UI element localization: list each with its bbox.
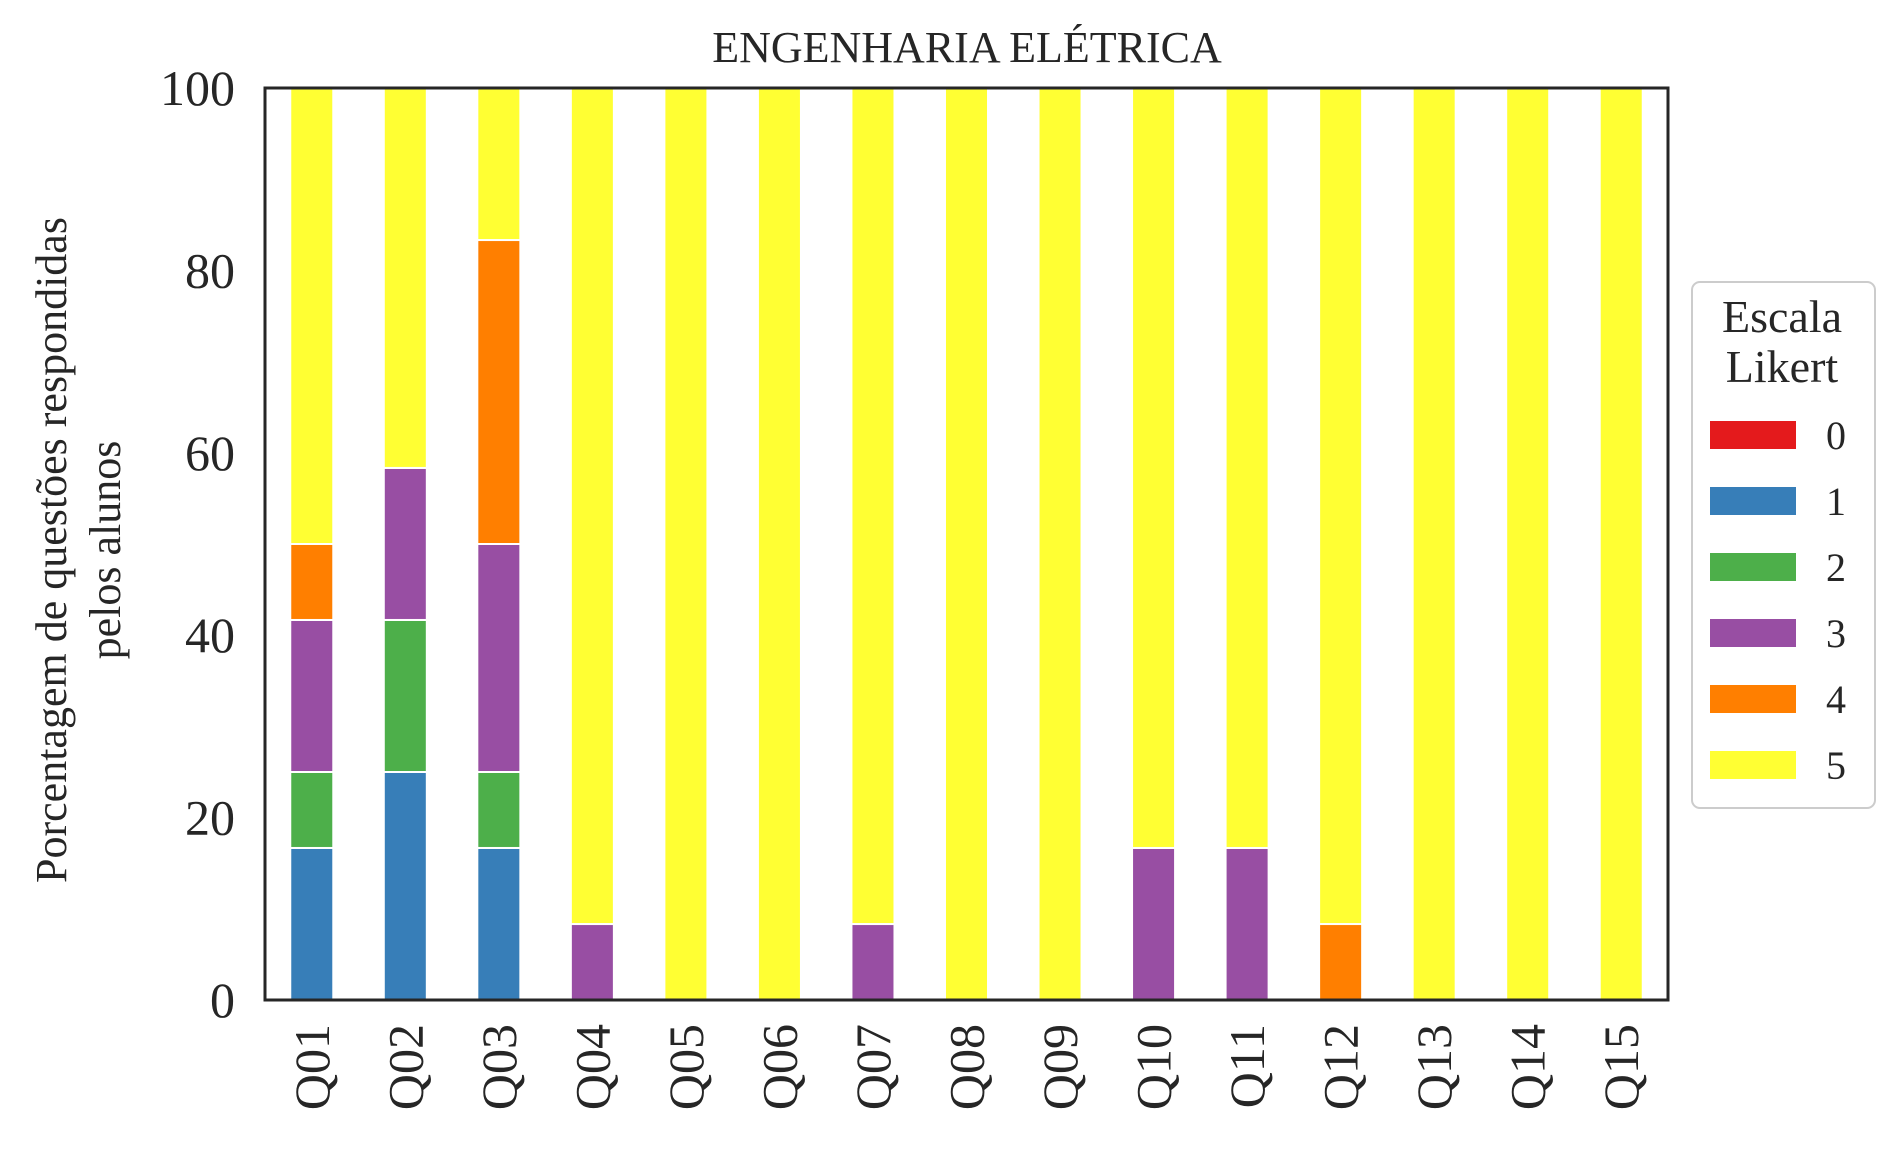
legend-swatch-5 — [1710, 751, 1796, 779]
bar-segment-q02-scale-1 — [382, 771, 428, 1001]
y-tick-label-20: 20 — [185, 790, 235, 846]
bar-segment-q12-scale-4 — [1318, 923, 1364, 1001]
legend-label-1: 1 — [1826, 479, 1846, 524]
bar-segment-q10-scale-3 — [1131, 846, 1177, 1001]
bar-segment-q01-scale-3 — [289, 618, 335, 773]
bar-segment-q01-scale-4 — [289, 543, 335, 621]
legend-label-3: 3 — [1826, 611, 1846, 656]
bar-segment-q03-scale-1 — [476, 846, 522, 1001]
legend-label-2: 2 — [1826, 545, 1846, 590]
y-tick-label-80: 80 — [185, 242, 235, 298]
bar-segment-q06-scale-5 — [756, 87, 802, 1001]
plot-frame — [263, 86, 1670, 1002]
legend-title-line-1: Escala — [1722, 291, 1842, 342]
bar-segment-q02-scale-2 — [382, 618, 428, 773]
bar-segment-q08-scale-5 — [943, 87, 990, 1001]
y-ticks: 0 20 40 60 80 100 — [160, 60, 235, 1028]
x-tick-label-q02: Q02 — [377, 1024, 433, 1110]
bar-segment-q02-scale-5 — [382, 86, 428, 469]
y-axis-label-line-1: Porcentagem de questões respondidas — [27, 217, 76, 883]
legend-swatch-2 — [1710, 553, 1796, 581]
legend-items: 0 1 2 3 4 5 — [1710, 413, 1846, 788]
y-tick-label-60: 60 — [185, 425, 235, 481]
x-tick-label-q14: Q14 — [1500, 1024, 1556, 1110]
bar-segment-q13-scale-5 — [1411, 87, 1457, 1001]
bar-segment-q03-scale-5 — [476, 87, 522, 242]
x-tick-label-q07: Q07 — [845, 1024, 901, 1110]
x-tick-label-q05: Q05 — [658, 1024, 714, 1110]
bar-segment-q07-scale-3 — [850, 923, 896, 1001]
bar-segment-q11-scale-3 — [1224, 846, 1270, 1001]
bar-segment-q03-scale-2 — [476, 771, 522, 849]
x-ticks: Q01 Q02 Q03 Q04 Q05 Q06 Q07 Q08 Q09 Q10 Q11 Q12 Q13 Q… — [284, 1024, 1649, 1110]
y-tick-label-0: 0 — [210, 972, 235, 1028]
bar-segment-q15-scale-5 — [1598, 87, 1644, 1001]
y-axis-label-line-2: pelos alunos — [81, 441, 130, 660]
bar-segment-q07-scale-5 — [850, 87, 896, 926]
bar-segment-q14-scale-5 — [1505, 87, 1551, 1001]
x-tick-label-q10: Q10 — [1126, 1024, 1182, 1110]
legend-frame — [1691, 281, 1876, 809]
x-tick-label-q01: Q01 — [284, 1024, 340, 1110]
x-tick-label-q04: Q04 — [564, 1024, 620, 1110]
bar-segment-q04-scale-3 — [569, 923, 615, 1001]
y-tick-label-100: 100 — [160, 60, 235, 116]
bar-segment-q02-scale-3 — [382, 466, 428, 621]
x-tick-label-q09: Q09 — [1032, 1024, 1088, 1110]
bar-segment-q05-scale-5 — [663, 87, 709, 1001]
legend-swatch-0 — [1710, 421, 1796, 449]
bar-segment-q12-scale-5 — [1318, 87, 1364, 926]
y-axis-label: Porcentagem de questões respondidas pelo… — [27, 217, 130, 883]
x-tick-label-q13: Q13 — [1406, 1024, 1462, 1110]
bar-segment-q01-scale-5 — [289, 87, 335, 545]
x-tick-label-q11: Q11 — [1219, 1024, 1275, 1108]
bar-segment-q01-scale-2 — [289, 771, 335, 849]
x-tick-label-q08: Q08 — [939, 1024, 995, 1110]
legend-swatch-4 — [1710, 685, 1796, 713]
bar-segment-q11-scale-5 — [1224, 87, 1270, 849]
x-tick-label-q15: Q15 — [1593, 1024, 1649, 1110]
bar-segment-q01-scale-1 — [289, 846, 335, 1001]
legend-label-4: 4 — [1826, 677, 1846, 722]
bar-segment-q03-scale-3 — [476, 543, 522, 773]
bar-segment-q09-scale-5 — [1037, 87, 1083, 1001]
x-tick-label-q06: Q06 — [751, 1024, 807, 1110]
bar-segment-q10-scale-5 — [1131, 87, 1177, 849]
bars-group — [289, 86, 1644, 1001]
x-tick-label-q12: Q12 — [1313, 1024, 1369, 1110]
x-tick-label-q03: Q03 — [471, 1024, 527, 1110]
bar-segment-q03-scale-4 — [476, 239, 522, 545]
legend-label-0: 0 — [1826, 413, 1846, 458]
chart-title: ENGENHARIA ELÉTRICA — [712, 23, 1222, 72]
legend-label-5: 5 — [1826, 743, 1846, 788]
bar-segment-q04-scale-5 — [569, 87, 615, 926]
y-tick-label-40: 40 — [185, 607, 235, 663]
legend-swatch-3 — [1710, 619, 1796, 647]
legend: Escala Likert 0 1 2 3 4 5 — [1691, 281, 1876, 809]
legend-title-line-2: Likert — [1726, 341, 1839, 392]
legend-swatch-1 — [1710, 487, 1796, 515]
